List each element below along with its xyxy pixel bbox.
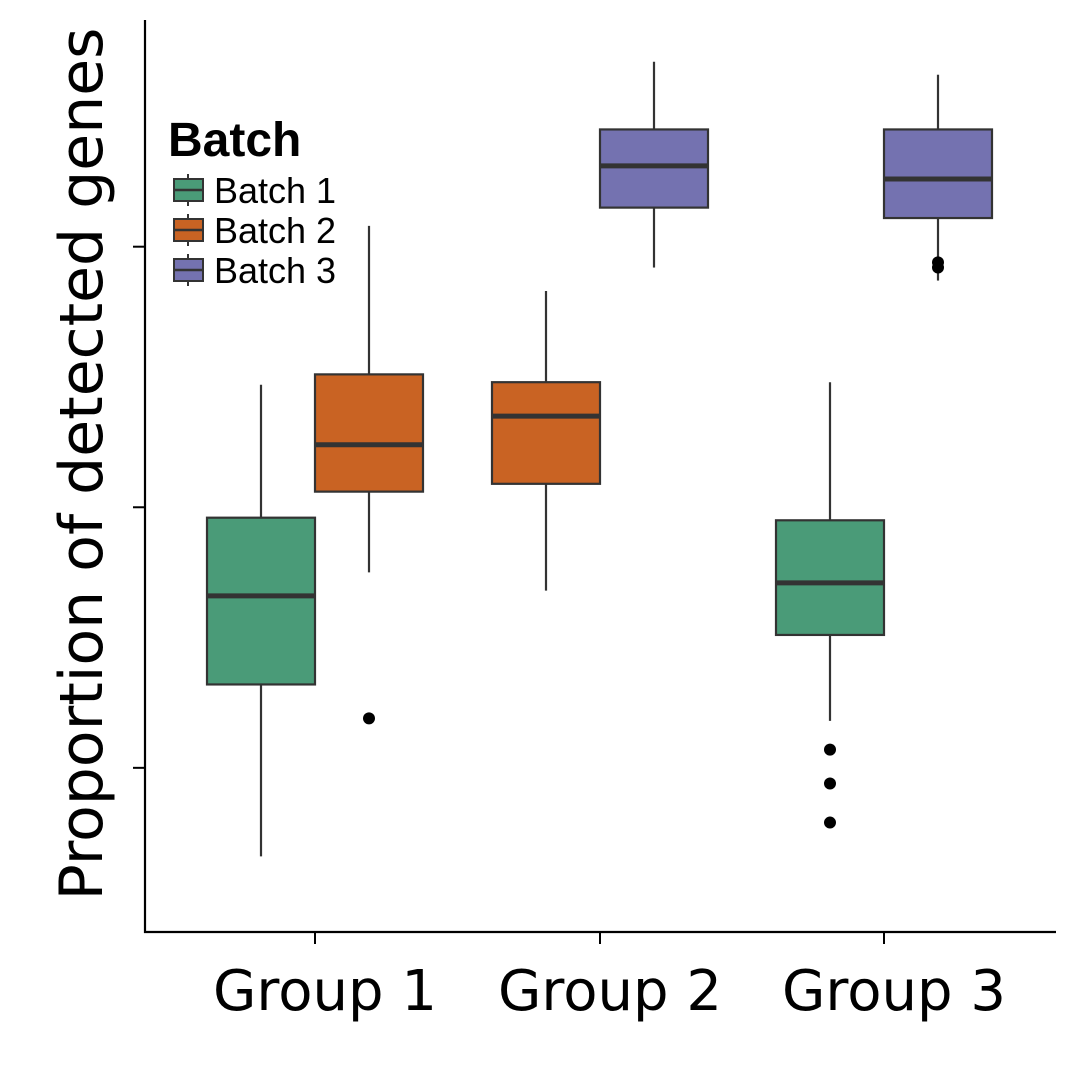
y-ticks bbox=[133, 245, 145, 769]
iqr-box bbox=[205, 516, 317, 686]
box-batch2-group1 bbox=[313, 225, 425, 725]
legend-label-3: Batch 3 bbox=[214, 250, 336, 291]
legend-title: Batch bbox=[168, 114, 301, 167]
box-batch1-group1 bbox=[205, 384, 317, 857]
iqr-box bbox=[598, 128, 710, 209]
y-axis-label: Proportion of detected genes bbox=[47, 28, 117, 901]
box-batch3-group2 bbox=[598, 61, 710, 268]
outlier-point-0 bbox=[824, 743, 836, 756]
box-batch3-group3 bbox=[882, 74, 994, 281]
legend-label-2: Batch 2 bbox=[214, 210, 336, 251]
iqr-box bbox=[490, 381, 602, 485]
x-ticks: Group 1 Group 2 Group 3 bbox=[213, 932, 1006, 1024]
legend-item-1: Batch 1 bbox=[173, 170, 336, 211]
outlier-point-2 bbox=[824, 816, 836, 829]
legend-label-1: Batch 1 bbox=[214, 170, 336, 211]
x-tick-label-3: Group 3 bbox=[782, 959, 1006, 1024]
box-batch1-group3 bbox=[774, 382, 886, 829]
iqr-box bbox=[313, 373, 425, 493]
iqr-box bbox=[882, 128, 994, 220]
x-tick-label-1: Group 1 bbox=[213, 959, 437, 1024]
legend-item-2: Batch 2 bbox=[173, 210, 336, 251]
outlier-point-1 bbox=[824, 777, 836, 790]
outlier-point-0 bbox=[363, 712, 375, 725]
x-tick-label-2: Group 2 bbox=[498, 959, 722, 1024]
outlier-point-1 bbox=[932, 261, 944, 274]
box-batch2-group2 bbox=[490, 290, 602, 591]
boxes-layer bbox=[205, 61, 994, 857]
legend-item-3: Batch 3 bbox=[173, 250, 336, 291]
iqr-box bbox=[774, 519, 886, 637]
